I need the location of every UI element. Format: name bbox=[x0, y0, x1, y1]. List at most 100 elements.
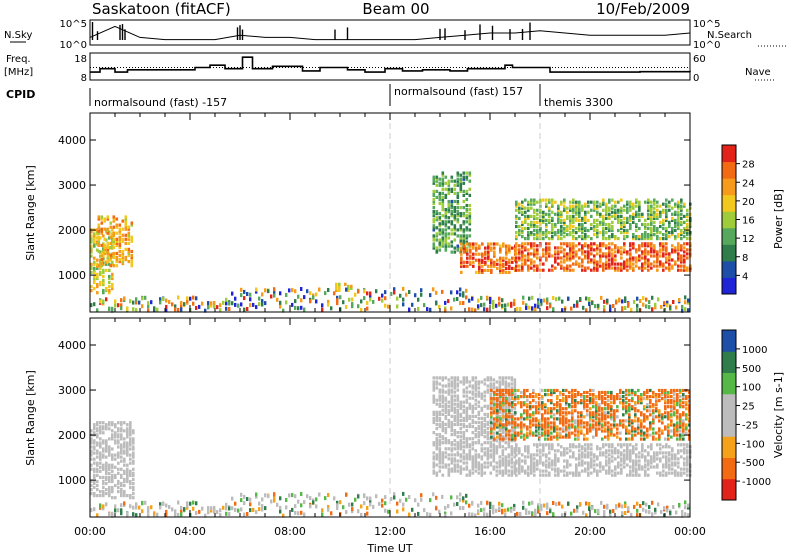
data-cell-549 bbox=[468, 203, 472, 208]
data-cell-3136 bbox=[608, 467, 611, 471]
data-cell-1359 bbox=[563, 204, 566, 208]
data-cell-2124 bbox=[432, 457, 436, 461]
data-cell-1337 bbox=[560, 237, 563, 241]
data-cell-4456 bbox=[180, 512, 183, 517]
data-cell-2468 bbox=[468, 390, 472, 394]
data-cell-4083 bbox=[637, 417, 640, 421]
data-cell-3698 bbox=[556, 411, 559, 415]
data-cell-1227 bbox=[530, 222, 533, 227]
data-cell-247 bbox=[124, 219, 128, 223]
data-cell-1637 bbox=[641, 222, 644, 227]
data-cell-2969 bbox=[545, 459, 548, 463]
data-cell-1367 bbox=[566, 214, 569, 218]
data-cell-2154 bbox=[435, 441, 439, 445]
data-cell-4831 bbox=[468, 307, 471, 312]
data-cell-3162 bbox=[617, 465, 620, 469]
data-cell-333 bbox=[438, 240, 442, 244]
data-cell-4582 bbox=[270, 499, 273, 504]
data-cell-1855 bbox=[93, 425, 96, 429]
data-cell-716 bbox=[518, 258, 521, 262]
data-cell-196 bbox=[112, 217, 116, 221]
data-cell-2280 bbox=[450, 461, 454, 465]
data-cell-2874 bbox=[513, 382, 517, 386]
data-cell-5029 bbox=[609, 304, 612, 309]
data-cell-4143 bbox=[652, 437, 655, 441]
data-cell-3355 bbox=[683, 447, 686, 451]
data-cell-4452 bbox=[180, 509, 183, 514]
data-cell-530 bbox=[465, 208, 469, 212]
data-cell-1664 bbox=[650, 233, 653, 237]
data-cell-2127 bbox=[432, 443, 436, 447]
data-cell-3538 bbox=[523, 417, 526, 421]
data-cell-1097 bbox=[662, 252, 665, 256]
data-cell-2152 bbox=[435, 445, 439, 449]
data-cell-4067 bbox=[634, 429, 637, 433]
data-cell-1923 bbox=[105, 467, 108, 471]
data-cell-3080 bbox=[587, 463, 590, 467]
data-cell-3222 bbox=[635, 467, 638, 471]
data-cell-2260 bbox=[447, 447, 451, 451]
data-cell-4580 bbox=[267, 494, 270, 499]
data-cell-4649 bbox=[318, 287, 321, 292]
data-cell-4731 bbox=[381, 298, 384, 303]
data-cell-1697 bbox=[656, 216, 659, 220]
data-cell-4829 bbox=[465, 295, 468, 300]
data-cell-2978 bbox=[548, 457, 551, 461]
date-title: 10/Feb/2009 bbox=[596, 0, 690, 18]
data-cell-460 bbox=[456, 220, 460, 224]
data-cell-3858 bbox=[589, 413, 592, 417]
data-cell-2135 bbox=[432, 400, 436, 404]
data-cell-2369 bbox=[459, 471, 463, 475]
data-cell-1975 bbox=[111, 433, 114, 437]
data-cell-4961 bbox=[555, 297, 558, 302]
data-cell-1274 bbox=[542, 233, 545, 237]
data-cell-118 bbox=[111, 252, 114, 256]
data-cell-4861 bbox=[486, 307, 489, 312]
data-cell-2506 bbox=[474, 453, 478, 457]
data-cell-4933 bbox=[537, 298, 540, 303]
data-cell-2423 bbox=[465, 461, 469, 465]
data-cell-2512 bbox=[474, 427, 478, 431]
data-cell-3639 bbox=[544, 425, 547, 429]
data-cell-2045 bbox=[123, 451, 126, 455]
data-cell-3030 bbox=[569, 455, 572, 459]
data-cell-23 bbox=[93, 268, 96, 272]
data-cell-2430 bbox=[465, 439, 469, 443]
data-cell-1548 bbox=[614, 204, 617, 208]
data-cell-1221 bbox=[527, 206, 530, 210]
data-cell-976 bbox=[617, 248, 620, 252]
data-cell-1312 bbox=[551, 216, 554, 220]
data-cell-4318 bbox=[685, 397, 688, 401]
data-cell-929 bbox=[602, 266, 605, 270]
data-cell-782 bbox=[542, 262, 545, 266]
data-cell-3164 bbox=[617, 461, 620, 465]
data-cell-2240 bbox=[444, 422, 448, 427]
data-cell-3023 bbox=[566, 463, 569, 467]
data-cell-106 bbox=[108, 236, 111, 240]
data-cell-1759 bbox=[674, 212, 677, 216]
data-cell-3619 bbox=[541, 431, 544, 435]
data-cell-1157 bbox=[683, 242, 686, 246]
data-cell-3098 bbox=[593, 469, 596, 473]
data-cell-1146 bbox=[680, 248, 683, 252]
data-cell-1152 bbox=[683, 260, 686, 264]
data-cell-3333 bbox=[674, 453, 677, 457]
data-cell-3238 bbox=[641, 465, 644, 469]
data-cell-1353 bbox=[563, 226, 566, 231]
data-cell-332 bbox=[438, 242, 442, 246]
data-cell-4436 bbox=[165, 503, 168, 508]
data-cell-1355 bbox=[563, 220, 566, 224]
data-cell-936 bbox=[605, 266, 608, 270]
data-cell-1028 bbox=[638, 256, 641, 260]
data-cell-3069 bbox=[584, 467, 587, 471]
data-cell-1015 bbox=[632, 258, 635, 262]
data-cell-1149 bbox=[683, 268, 686, 272]
data-cell-3789 bbox=[574, 409, 577, 413]
data-cell-3321 bbox=[671, 457, 674, 461]
data-cell-5095 bbox=[657, 297, 660, 302]
data-cell-3727 bbox=[562, 419, 565, 423]
data-cell-1560 bbox=[620, 226, 623, 231]
data-cell-3347 bbox=[680, 443, 683, 447]
data-cell-1244 bbox=[533, 202, 536, 206]
data-cell-158 bbox=[103, 227, 107, 231]
